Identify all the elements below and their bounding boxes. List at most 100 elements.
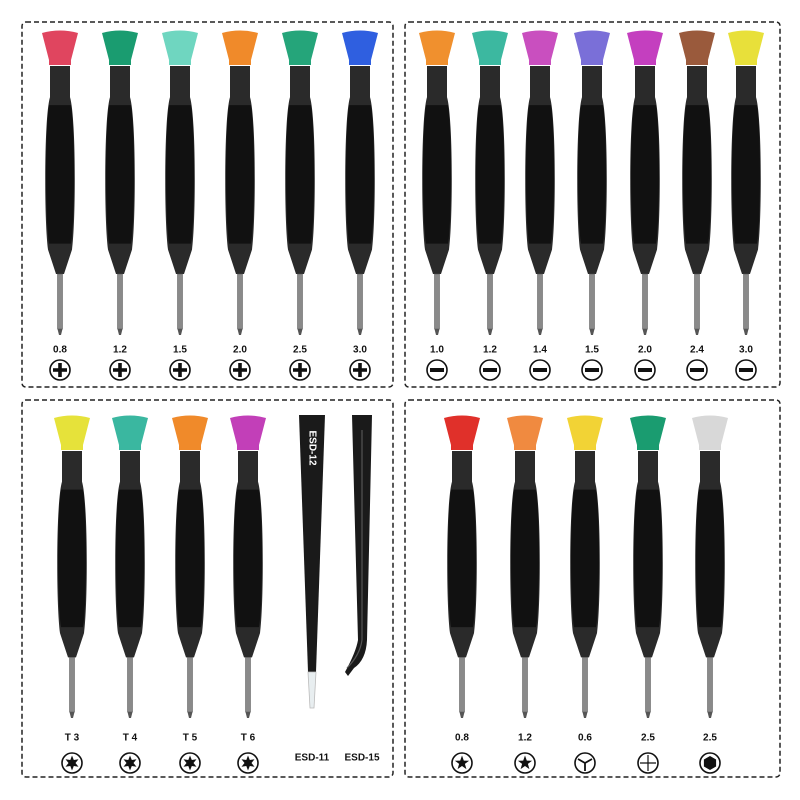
screwdriver-tip [127, 712, 133, 718]
size-label: 2.5 [703, 733, 717, 744]
screwdriver-tip [487, 329, 493, 335]
size-label: 1.5 [173, 345, 187, 356]
screwdriver-cap [162, 30, 198, 65]
tip-icon [109, 359, 131, 381]
screwdriver-shaft [57, 273, 63, 330]
screwdriver-grip [116, 489, 144, 628]
screwdriver-cap [567, 415, 603, 450]
tip-icon [574, 752, 596, 774]
screwdriver [630, 415, 666, 718]
screwdriver-cap [230, 415, 266, 450]
tip-icon [49, 359, 71, 381]
screwdriver-tip [642, 329, 648, 335]
icon-bar [118, 363, 122, 377]
screwdriver [419, 30, 455, 335]
screwdriver-tip [459, 712, 465, 718]
tip-icon [735, 359, 757, 381]
screwdriver-cap [574, 30, 610, 65]
tip-icon [169, 359, 191, 381]
size-label: T 6 [241, 733, 256, 744]
icon-bar [58, 363, 62, 377]
screwdriver-grip [696, 489, 724, 628]
screwdriver [282, 30, 318, 335]
tip-icon [179, 752, 201, 774]
tip-icon [237, 752, 259, 774]
screwdriver-tip [117, 329, 123, 335]
tweezer-tip [307, 671, 317, 709]
size-label: 2.5 [293, 345, 307, 356]
icon-bar [533, 368, 547, 372]
screwdriver-cap [522, 30, 558, 65]
screwdriver-cap [282, 30, 318, 65]
screwdriver-grip [578, 105, 606, 244]
screwdriver-cap [630, 415, 666, 450]
screwdriver-shaft [357, 273, 363, 330]
screwdriver-shaft [707, 657, 713, 713]
tip-icon [289, 359, 311, 381]
screwdriver [54, 415, 90, 718]
size-label: T 3 [65, 733, 80, 744]
screwdriver [728, 30, 764, 335]
screwdriver-cap [679, 30, 715, 65]
screwdriver-cap [507, 415, 543, 450]
screwdriver-shaft [743, 273, 749, 330]
size-label: 1.2 [113, 345, 127, 356]
screwdriver-tip [522, 712, 528, 718]
screwdriver-grip [448, 489, 476, 628]
icon-bar [238, 363, 242, 377]
tip-icon [349, 359, 371, 381]
tip-icon [61, 752, 83, 774]
icon-bar [483, 368, 497, 372]
screwdriver [444, 415, 480, 718]
screwdriver-cap [627, 30, 663, 65]
screwdriver-shaft [237, 273, 243, 330]
icon-bar [358, 363, 362, 377]
screwdriver-cap [728, 30, 764, 65]
tweezer-body [345, 415, 372, 676]
screwdriver-shaft [694, 273, 700, 330]
screwdriver-shaft [487, 273, 493, 330]
icon-bar [585, 368, 599, 372]
size-label: 1.2 [518, 733, 532, 744]
screwdriver-shaft [297, 273, 303, 330]
screwdriver-grip [106, 105, 134, 244]
screwdriver-cap [102, 30, 138, 65]
screwdriver-tip [707, 712, 713, 718]
screwdriver [692, 415, 728, 718]
size-label: T 5 [183, 733, 198, 744]
icon-bar [739, 368, 753, 372]
screwdriver-grip [631, 105, 659, 244]
screwdriver [230, 415, 266, 718]
screwdriver-tip [177, 329, 183, 335]
screwdriver-grip [476, 105, 504, 244]
screwdriver [574, 30, 610, 335]
screwdriver [102, 30, 138, 335]
screwdriver [472, 30, 508, 335]
screwdriver-cap [472, 30, 508, 65]
screwdriver [507, 415, 543, 718]
screwdriver-shaft [127, 657, 133, 713]
screwdriver-tip [582, 712, 588, 718]
size-label: 1.0 [430, 345, 444, 356]
screwdriver-shaft [459, 657, 465, 713]
size-label: T 4 [123, 733, 138, 744]
screwdriver-cap [112, 415, 148, 450]
screwdriver-cap [42, 30, 78, 65]
tip-icon [426, 359, 448, 381]
icon-star [183, 755, 197, 771]
tip-icon [634, 359, 656, 381]
icon-bar [690, 368, 704, 372]
size-label: 0.6 [578, 733, 592, 744]
screwdriver-tip [743, 329, 749, 335]
screwdriver [172, 415, 208, 718]
screwdriver [679, 30, 715, 335]
screwdriver-shaft [177, 273, 183, 330]
size-label: 1.2 [483, 345, 497, 356]
size-label: 1.5 [585, 345, 599, 356]
icon-hex [703, 756, 717, 770]
panel-frame [404, 399, 781, 778]
model-label: ESD-11 [295, 753, 330, 764]
size-label: 2.5 [641, 733, 655, 744]
screwdriver-shaft [117, 273, 123, 330]
